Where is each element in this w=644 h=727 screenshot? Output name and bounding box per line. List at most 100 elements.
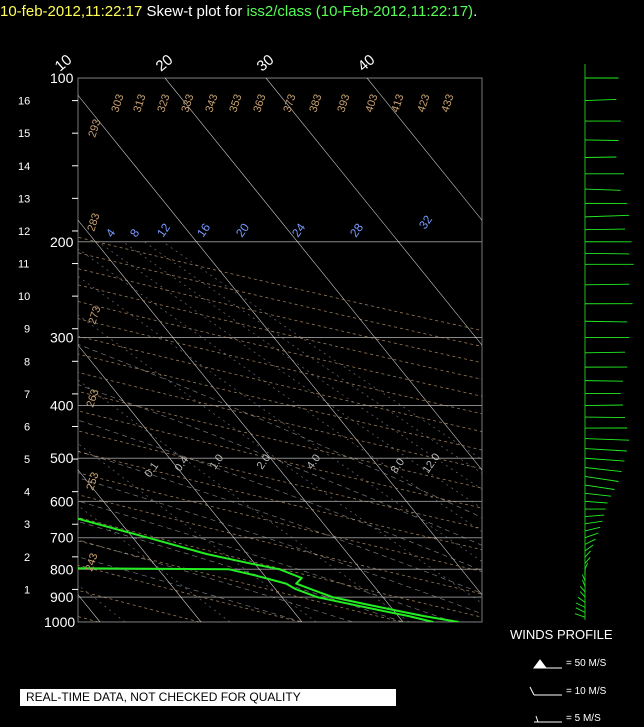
dry-adiabat-label: 393 bbox=[335, 93, 352, 114]
wind-barb bbox=[584, 98, 617, 101]
wind-barb bbox=[584, 380, 623, 382]
height-tick-label: 5 bbox=[24, 454, 30, 466]
mixing-ratio-line bbox=[78, 584, 126, 622]
dry-adiabat-label: 313 bbox=[131, 93, 148, 114]
dry-adiabat-label: 263 bbox=[84, 388, 101, 409]
dry-adiabat-label: 413 bbox=[389, 93, 406, 114]
isotherm-line bbox=[78, 94, 482, 596]
dry-adiabat-label: 243 bbox=[83, 552, 100, 573]
pressure-tick-label: 300 bbox=[50, 330, 74, 346]
dry-adiabat bbox=[78, 430, 482, 529]
height-tick-label: 10 bbox=[18, 291, 30, 303]
dry-adiabat-label: 433 bbox=[439, 93, 456, 114]
pressure-tick-label: 500 bbox=[50, 450, 74, 466]
pressure-tick-label: 800 bbox=[50, 561, 74, 577]
wind-barb bbox=[584, 438, 630, 441]
mixing-ratio-line bbox=[97, 241, 482, 509]
moist-adiabat bbox=[78, 556, 303, 622]
wind-barb bbox=[584, 544, 594, 552]
dry-adiabat-label: 323 bbox=[155, 93, 172, 114]
wind-barb bbox=[584, 139, 619, 141]
title-period: . bbox=[473, 3, 478, 20]
pressure-tick-label: 200 bbox=[50, 234, 74, 250]
wind-barb bbox=[575, 602, 586, 608]
dry-adiabat-label: 353 bbox=[227, 93, 244, 114]
height-tick-label: 16 bbox=[18, 96, 30, 108]
height-tick-label: 15 bbox=[18, 128, 30, 140]
wind-legend-5: = 5 M/S bbox=[566, 713, 601, 724]
isotherm-line bbox=[164, 78, 482, 471]
wind-barb bbox=[581, 579, 586, 587]
wind-legend-half-barb bbox=[534, 715, 562, 723]
wind-barb bbox=[579, 586, 586, 593]
height-tick-label: 7 bbox=[24, 389, 30, 401]
pressure-tick-label: 1000 bbox=[44, 614, 75, 630]
winds-profile-title: WINDS PROFILE bbox=[510, 627, 613, 642]
wind-barb bbox=[584, 484, 615, 490]
wind-barb bbox=[577, 596, 586, 603]
wind-barb bbox=[584, 526, 601, 532]
chart-title: 10-feb-2012,11:22:17 Skew-t plot for iss… bbox=[0, 1, 644, 23]
height-tick-label: 3 bbox=[24, 519, 30, 531]
moist-adiabat bbox=[78, 477, 482, 615]
wind-legend-pennant bbox=[533, 659, 562, 669]
title-label: Skew-t plot for bbox=[142, 3, 247, 20]
wind-barb bbox=[584, 500, 608, 504]
wind-barb bbox=[584, 228, 626, 231]
dry-adiabat-label: 373 bbox=[281, 93, 298, 114]
height-tick-label: 4 bbox=[24, 487, 30, 499]
dry-adiabat bbox=[78, 390, 482, 489]
height-tick-label: 14 bbox=[18, 161, 30, 173]
pressure-tick-label: 100 bbox=[50, 70, 74, 86]
wind-barb bbox=[584, 351, 626, 354]
title-station: iss2/class (10-Feb-2012,11:22:17) bbox=[246, 3, 474, 20]
mixing-ratio-line bbox=[143, 241, 482, 474]
dry-adiabat-label: 253 bbox=[84, 471, 101, 492]
wind-barb bbox=[584, 214, 630, 218]
wind-barb bbox=[584, 320, 628, 323]
moist-adiabat bbox=[78, 450, 482, 594]
wind-barb bbox=[584, 416, 626, 419]
height-tick-label: 2 bbox=[24, 552, 30, 564]
pressure-tick-label: 900 bbox=[50, 589, 74, 605]
wind-barb bbox=[584, 475, 619, 482]
dry-adiabat-label: 303 bbox=[109, 93, 126, 114]
wind-barb bbox=[584, 550, 591, 558]
dry-adiabat-label: 283 bbox=[85, 212, 102, 233]
wind-barb bbox=[584, 492, 612, 497]
height-tick-label: 12 bbox=[18, 226, 30, 238]
mixing-ratio-line bbox=[78, 505, 231, 622]
isotherm-line bbox=[366, 78, 482, 221]
wind-barb bbox=[584, 457, 625, 462]
wind-barb bbox=[584, 538, 596, 545]
pressure-tick-label: 400 bbox=[50, 398, 74, 414]
moist-adiabat bbox=[78, 521, 404, 622]
wind-barb bbox=[581, 574, 586, 581]
wind-barb bbox=[584, 404, 623, 406]
wind-barb bbox=[584, 562, 589, 570]
height-tick-label: 1 bbox=[24, 584, 30, 596]
wind-legend-full-barb bbox=[529, 686, 562, 696]
dry-adiabat-label: 383 bbox=[307, 93, 324, 114]
wind-barb bbox=[584, 467, 622, 473]
wind-legend-10: = 10 M/S bbox=[566, 686, 607, 697]
dry-adiabat-label: 333 bbox=[179, 93, 196, 114]
wind-barb bbox=[584, 252, 630, 255]
height-tick-label: 13 bbox=[18, 193, 30, 205]
wind-barb bbox=[575, 607, 586, 613]
mixing-ratio-line bbox=[78, 314, 482, 604]
moist-adiabat bbox=[78, 500, 454, 622]
dry-adiabat bbox=[78, 236, 482, 332]
dry-adiabat-label: 423 bbox=[415, 93, 432, 114]
temperature-profile bbox=[78, 517, 459, 622]
isotherm-line bbox=[265, 78, 482, 346]
wind-barb bbox=[584, 188, 621, 191]
dry-adiabat-label: 293 bbox=[86, 118, 103, 139]
isotherm-line bbox=[78, 219, 404, 622]
height-tick-label: 6 bbox=[24, 421, 30, 433]
wind-barb bbox=[584, 520, 603, 525]
dry-adiabat bbox=[78, 564, 301, 622]
quality-disclaimer: REAL-TIME DATA, NOT CHECKED FOR QUALITY bbox=[20, 689, 396, 706]
